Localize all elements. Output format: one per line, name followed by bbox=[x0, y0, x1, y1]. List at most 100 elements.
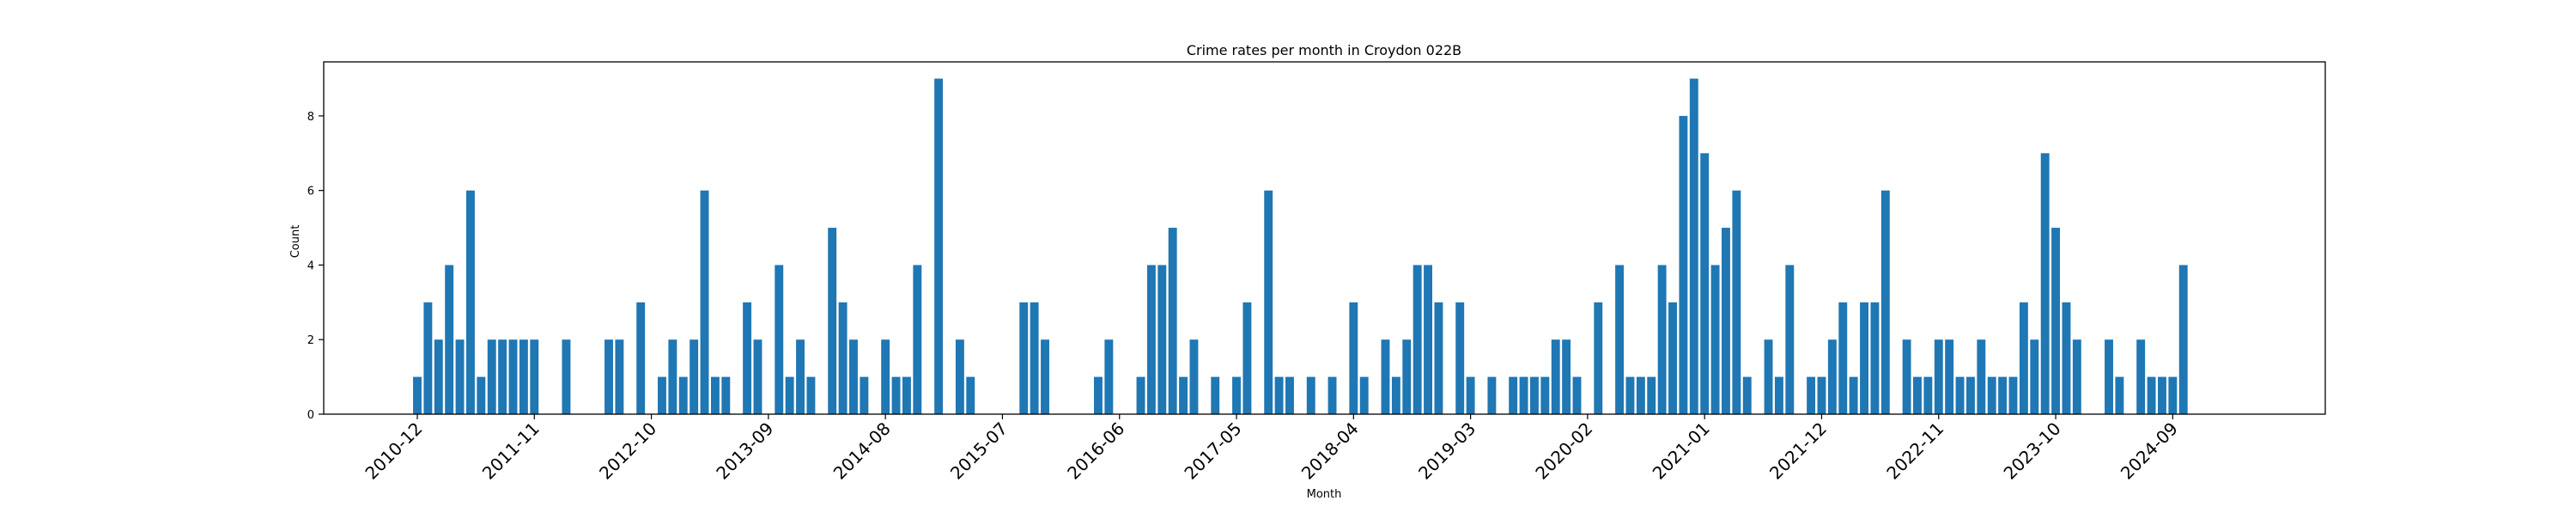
bar-2023-03 bbox=[1977, 339, 1986, 414]
y-tick-label: 8 bbox=[307, 111, 314, 124]
bar-2013-10 bbox=[775, 265, 784, 414]
bar-2024-03 bbox=[2105, 339, 2113, 414]
y-tick-label: 0 bbox=[307, 409, 314, 422]
bar-2011-09 bbox=[508, 339, 518, 414]
bar-2019-11 bbox=[1551, 339, 1560, 414]
y-axis-ticks: 0 2 4 6 8 bbox=[307, 111, 324, 422]
bar-2011-11 bbox=[530, 339, 539, 414]
bar-2024-07 bbox=[2147, 376, 2156, 414]
bar-2024-08 bbox=[2158, 376, 2166, 414]
bar-2022-09 bbox=[1913, 376, 1922, 414]
bar-2011-02 bbox=[434, 339, 443, 414]
bar-2017-05 bbox=[1232, 376, 1241, 414]
bar-2023-11 bbox=[2062, 302, 2071, 414]
bar-2015-01 bbox=[934, 78, 944, 415]
bar-2019-03 bbox=[1466, 376, 1475, 414]
bar-2022-03 bbox=[1849, 376, 1858, 414]
y-tick-label: 2 bbox=[307, 334, 314, 347]
bar-2017-01 bbox=[1189, 339, 1199, 414]
bar-2022-10 bbox=[1923, 376, 1933, 414]
bar-2021-04 bbox=[1732, 190, 1741, 414]
bar-2016-09 bbox=[1146, 265, 1156, 414]
bar-2012-02 bbox=[562, 339, 571, 414]
bar-2013-04 bbox=[710, 376, 720, 414]
bar-2011-07 bbox=[487, 339, 496, 414]
bar-2018-08 bbox=[1391, 376, 1400, 414]
bar-2016-08 bbox=[1136, 376, 1145, 414]
bar-2013-08 bbox=[753, 339, 762, 414]
y-tick-label: 4 bbox=[307, 260, 314, 272]
bar-2013-01 bbox=[678, 376, 688, 414]
bar-2021-03 bbox=[1722, 228, 1730, 414]
bar-2020-01 bbox=[1572, 376, 1582, 414]
bar-2020-08 bbox=[1647, 376, 1656, 414]
bar-2014-04 bbox=[838, 302, 848, 414]
bar-2014-10 bbox=[902, 376, 911, 414]
bar-2022-05 bbox=[1870, 302, 1880, 414]
bar-2019-05 bbox=[1487, 376, 1497, 414]
bar-2013-05 bbox=[721, 376, 731, 414]
bar-2013-12 bbox=[796, 339, 805, 414]
bar-2013-07 bbox=[743, 302, 752, 414]
bar-2018-02 bbox=[1327, 376, 1337, 414]
bar-2014-05 bbox=[849, 339, 858, 414]
bar-2021-07 bbox=[1764, 339, 1773, 414]
bar-2021-05 bbox=[1742, 376, 1752, 414]
bar-2022-04 bbox=[1860, 302, 1868, 414]
bar-2010-12 bbox=[413, 376, 422, 414]
bar-2017-10 bbox=[1285, 376, 1294, 414]
bar-2024-10 bbox=[2178, 265, 2188, 414]
bar-series bbox=[413, 78, 2188, 415]
bar-2014-09 bbox=[891, 376, 901, 414]
bar-2020-09 bbox=[1657, 265, 1667, 414]
bar-2022-01 bbox=[1827, 339, 1837, 414]
bar-2014-08 bbox=[881, 339, 890, 414]
bar-2017-03 bbox=[1211, 376, 1220, 414]
bar-2023-10 bbox=[2051, 228, 2061, 414]
bar-2018-12 bbox=[1434, 302, 1443, 414]
bar-2017-12 bbox=[1306, 376, 1315, 414]
bar-2020-07 bbox=[1636, 376, 1645, 414]
chart-title: Crime rates per month in Croydon 022B bbox=[1187, 42, 1461, 58]
y-axis-label: Count bbox=[289, 225, 302, 259]
bar-2019-12 bbox=[1562, 339, 1571, 414]
x-axis-label: Month bbox=[1307, 488, 1342, 501]
bar-2017-09 bbox=[1274, 376, 1284, 414]
bar-2016-11 bbox=[1168, 228, 1177, 414]
bar-2019-08 bbox=[1519, 376, 1528, 414]
bar-2012-12 bbox=[668, 339, 677, 414]
bar-2012-07 bbox=[615, 339, 624, 414]
bar-2018-05 bbox=[1359, 376, 1369, 414]
bar-2020-10 bbox=[1668, 302, 1677, 414]
bar-2015-03 bbox=[955, 339, 964, 414]
y-tick-label: 6 bbox=[307, 186, 314, 198]
bar-2017-08 bbox=[1264, 190, 1273, 414]
bar-2018-04 bbox=[1349, 302, 1358, 414]
bar-2023-04 bbox=[1987, 376, 1996, 414]
bar-2023-09 bbox=[2040, 153, 2050, 415]
bar-2014-03 bbox=[828, 228, 837, 414]
bar-2016-10 bbox=[1157, 265, 1167, 414]
bar-2014-01 bbox=[806, 376, 816, 414]
bar-2022-11 bbox=[1934, 339, 1943, 414]
bar-2020-05 bbox=[1615, 265, 1625, 414]
bar-2012-09 bbox=[636, 302, 646, 414]
bar-2015-04 bbox=[966, 376, 975, 414]
bar-2022-02 bbox=[1838, 302, 1848, 414]
bar-2016-12 bbox=[1179, 376, 1188, 414]
bar-2011-06 bbox=[477, 376, 486, 414]
bar-2011-08 bbox=[498, 339, 507, 414]
bar-2011-05 bbox=[465, 190, 475, 414]
bar-2021-08 bbox=[1774, 376, 1783, 414]
bar-2012-06 bbox=[605, 339, 613, 414]
bar-2020-11 bbox=[1679, 115, 1688, 414]
bar-2018-10 bbox=[1413, 265, 1422, 414]
bar-2023-08 bbox=[2030, 339, 2039, 414]
bar-2016-05 bbox=[1104, 339, 1114, 414]
bar-2024-04 bbox=[2115, 376, 2124, 414]
bar-2021-02 bbox=[1710, 265, 1720, 414]
bar-2019-07 bbox=[1509, 376, 1518, 414]
bar-2012-11 bbox=[658, 376, 666, 414]
